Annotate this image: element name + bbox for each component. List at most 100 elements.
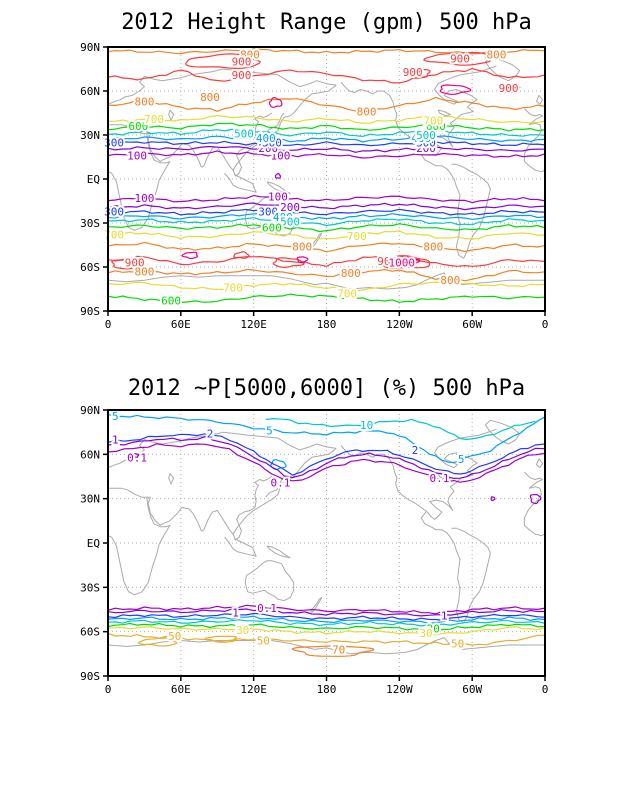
contour-label: 700	[223, 282, 243, 295]
contour-label: 500	[234, 128, 254, 141]
contour-label: 900	[450, 53, 470, 66]
contour-line-1000	[268, 97, 283, 108]
axis-layer: 0 60E 120E 180 120W 60W 0 90N 60N 30N EQ 30S 60S 90S	[80, 41, 548, 331]
contour-line-100	[108, 194, 545, 204]
contour-label: 800	[292, 241, 312, 254]
contour-line-700	[108, 281, 545, 292]
contour-line-500	[108, 217, 545, 227]
x-tick-label: 120E	[240, 318, 267, 331]
coastline	[224, 536, 257, 557]
contour-label: 900	[377, 255, 397, 268]
contour-label: 70	[332, 643, 345, 656]
contour-line-100	[274, 172, 281, 179]
y-tick-label: 30N	[80, 129, 100, 142]
contour-label: 900	[403, 66, 423, 79]
coastline	[168, 473, 175, 485]
contour-label: 700	[144, 113, 164, 126]
coastline	[108, 431, 337, 469]
contour-line-900	[497, 83, 521, 94]
contour-line-700	[108, 230, 545, 240]
coastline	[224, 172, 257, 193]
contour-line-1000	[181, 251, 198, 260]
x-tick-label: 60E	[171, 318, 191, 331]
contour-label: 0.1	[429, 472, 449, 485]
coastline	[340, 445, 478, 520]
contour-line-1	[108, 436, 545, 479]
contour-label: 900	[499, 82, 519, 95]
coastline	[108, 68, 337, 105]
contour-layer	[108, 413, 545, 657]
contour-label: 5	[458, 453, 465, 466]
contour-label: 10	[360, 419, 373, 432]
coastline	[266, 545, 291, 559]
coastline	[485, 419, 520, 445]
x-tick-label: 0	[542, 683, 549, 696]
coastline	[201, 448, 337, 535]
contour-line-900	[108, 255, 545, 267]
contour-label: 800	[240, 48, 260, 61]
contour-label: 800	[440, 274, 460, 287]
coastline	[168, 109, 175, 121]
contour-label: 100	[134, 192, 154, 205]
y-tick-label: 90N	[80, 404, 100, 417]
x-tick-label: 60W	[462, 683, 482, 696]
contour-line-1000	[381, 257, 421, 268]
contour-label: 30	[236, 624, 249, 637]
contour-label: 500	[280, 216, 300, 229]
contour-label: 700	[337, 287, 357, 300]
contour-line-700	[108, 115, 545, 124]
coastline	[523, 471, 545, 537]
coastline	[420, 511, 491, 624]
coastline	[265, 476, 285, 498]
contour-label: 1	[112, 434, 119, 447]
contour-label: 700	[347, 230, 367, 243]
contour-line-200	[108, 145, 545, 153]
contour-label: 200	[416, 142, 436, 155]
y-tick-label: 60S	[80, 626, 100, 639]
contour-label: 50	[168, 630, 181, 643]
y-tick-label: 30S	[80, 581, 100, 594]
y-tick-label: 30S	[80, 217, 100, 230]
contour-line-50	[204, 635, 238, 643]
coastline	[340, 81, 478, 156]
contour-line-50	[138, 637, 178, 647]
contour-line-5	[108, 413, 545, 463]
contour-line-900	[185, 53, 261, 69]
contour-label: 0.1	[270, 476, 290, 489]
contour-line-0.1	[108, 604, 545, 615]
coastline	[437, 109, 451, 117]
contour-label: 800	[134, 95, 154, 108]
contour-label: 2	[207, 428, 214, 441]
contour-label: 600	[161, 295, 181, 308]
contour-label: 300	[262, 136, 282, 149]
contour-label: 800	[134, 265, 154, 278]
contour-label: 100	[127, 150, 147, 163]
contour-label: 100	[268, 191, 288, 204]
y-tick-label: EQ	[87, 173, 100, 186]
contour-line-1	[108, 608, 545, 617]
contour-label: 50	[257, 635, 270, 648]
contour-line-800	[108, 241, 545, 253]
contour-label: 300	[416, 136, 436, 149]
contour-label: 800	[341, 267, 361, 280]
coastline	[434, 428, 497, 469]
contour-label: 5	[266, 425, 273, 438]
contour-line-600	[108, 293, 545, 304]
contour-line-600	[108, 223, 545, 233]
coastline	[108, 487, 151, 498]
coastline	[232, 476, 273, 541]
contour-label: 200	[280, 201, 300, 214]
grid-layer	[108, 47, 545, 311]
y-tick-label: 90N	[80, 41, 100, 54]
coastline	[536, 94, 544, 105]
y-tick-label: 90S	[80, 305, 100, 318]
contour-label: 900	[125, 257, 145, 270]
contour-line-800	[108, 268, 545, 282]
contour-line-600	[108, 122, 545, 132]
panel2-title: 2012 ~P[5000,6000] (%) 500 hPa	[127, 376, 526, 401]
contour-line-0.1	[108, 443, 545, 483]
contour-line-0.1	[129, 453, 140, 459]
coastline	[147, 133, 202, 168]
